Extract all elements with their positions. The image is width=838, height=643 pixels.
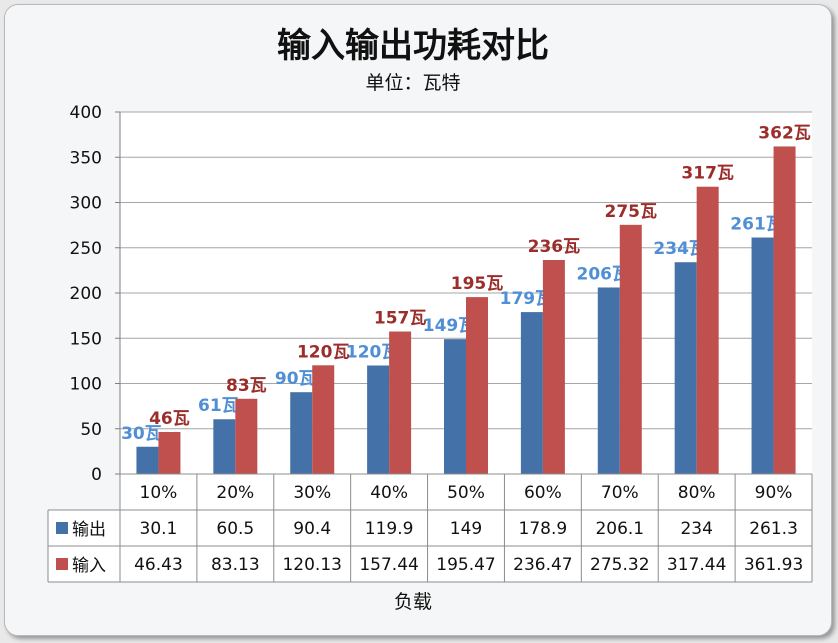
table-cell: 120.13 <box>282 555 341 575</box>
y-tick-label: 200 <box>70 284 102 304</box>
data-label: 149瓦 <box>423 316 476 336</box>
bar-input <box>542 259 565 474</box>
table-cell: 361.93 <box>744 555 803 575</box>
y-tick-label: 150 <box>70 329 102 349</box>
bar-input <box>312 365 335 474</box>
bar-output <box>444 339 466 474</box>
bar-output <box>674 262 697 474</box>
y-tick-label: 0 <box>91 465 102 485</box>
bar-input <box>158 431 181 474</box>
table-cell: 195.47 <box>436 555 495 575</box>
chart-title: 输入输出功耗对比 <box>277 26 549 66</box>
x-category-label: 10% <box>140 483 178 503</box>
data-label: 61瓦 <box>198 396 239 416</box>
data-label: 206瓦 <box>577 264 630 284</box>
bar-input <box>466 297 488 474</box>
y-tick-label: 100 <box>70 375 102 395</box>
legend-swatch-output <box>56 522 68 534</box>
y-tick-label: 350 <box>70 148 102 168</box>
y-tick-label: 300 <box>70 194 102 214</box>
legend-label: 输出 <box>72 520 106 540</box>
table-body <box>120 474 812 582</box>
bar-output <box>367 365 390 474</box>
table-cell: 206.1 <box>595 519 644 539</box>
data-label: 195瓦 <box>451 274 504 294</box>
data-label: 120瓦 <box>346 342 399 362</box>
table-cell: 90.4 <box>293 519 331 539</box>
data-label: 234瓦 <box>653 239 706 259</box>
table-cell: 234 <box>680 519 712 539</box>
y-tick-label: 250 <box>70 239 102 259</box>
data-label: 236瓦 <box>528 237 581 257</box>
bar-input <box>235 398 258 474</box>
table-cell: 119.9 <box>365 519 414 539</box>
x-category-label: 60% <box>524 483 562 503</box>
data-label: 317瓦 <box>681 164 734 184</box>
data-label: 157瓦 <box>374 309 427 329</box>
table-cell: 317.44 <box>667 555 726 575</box>
x-category-label: 20% <box>216 483 254 503</box>
table-cell: 83.13 <box>211 555 260 575</box>
x-category-label: 50% <box>447 483 485 503</box>
x-category-label: 90% <box>755 483 793 503</box>
chart-subtitle: 单位：瓦特 <box>365 72 461 94</box>
x-category-label: 30% <box>293 483 331 503</box>
y-tick-label: 400 <box>70 103 102 123</box>
table-cell: 236.47 <box>513 555 572 575</box>
table-cell: 157.44 <box>359 555 418 575</box>
y-tick-label: 50 <box>80 420 102 440</box>
bar-input <box>619 224 642 474</box>
table-cell: 178.9 <box>519 519 568 539</box>
x-category-label: 70% <box>601 483 639 503</box>
data-label: 83瓦 <box>226 376 267 396</box>
data-label: 275瓦 <box>605 202 658 222</box>
bar-output <box>213 419 236 474</box>
bar-input <box>389 331 412 474</box>
table-cell: 275.32 <box>590 555 649 575</box>
legend-label: 输入 <box>72 556 106 576</box>
table-cell: 261.3 <box>749 519 798 539</box>
bar-output <box>597 287 620 474</box>
bar-output <box>520 312 543 474</box>
x-category-label: 80% <box>678 483 716 503</box>
x-axis-label: 负载 <box>393 591 432 613</box>
data-label: 90瓦 <box>275 369 316 389</box>
data-label: 30瓦 <box>121 424 162 444</box>
bar-input <box>696 186 719 474</box>
table-cell: 46.43 <box>134 555 183 575</box>
table-cell: 30.1 <box>140 519 178 539</box>
data-label: 261瓦 <box>730 215 783 235</box>
data-label: 179瓦 <box>500 289 553 309</box>
bar-output <box>290 392 313 474</box>
data-label: 46瓦 <box>149 409 190 429</box>
bar-output <box>136 446 159 474</box>
legend-swatch-input <box>56 558 68 570</box>
bar-input <box>773 146 796 474</box>
table-cell: 60.5 <box>216 519 254 539</box>
x-category-label: 40% <box>370 483 408 503</box>
data-label: 362瓦 <box>758 123 811 143</box>
data-label: 120瓦 <box>297 342 350 362</box>
table-cell: 149 <box>450 519 482 539</box>
bar-output <box>751 237 774 474</box>
